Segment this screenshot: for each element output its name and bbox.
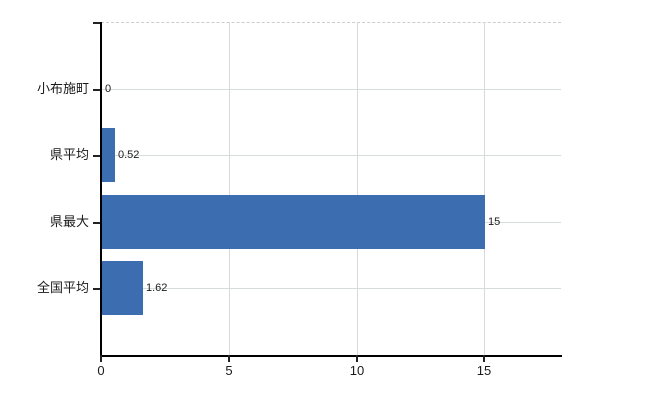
x-axis-tick [483,355,485,362]
x-axis-tick-label: 10 [349,363,365,378]
x-axis-tick-label: 0 [97,363,105,378]
bar-2 [102,195,485,249]
bar-value-label: 0.52 [118,149,140,161]
horizontal-gridline [101,288,561,289]
y-axis-end-tick [93,22,100,24]
vertical-gridline [228,22,230,355]
x-axis-tick-label: 5 [225,363,233,378]
horizontal-gridline [101,89,561,90]
x-axis-tick-label: 15 [476,363,492,378]
x-axis-tick [100,355,102,362]
bar-value-label: 15 [488,216,501,228]
x-axis-tick [356,355,358,362]
category-label: 県最大 [49,214,89,229]
horizontal-gridline [101,155,561,156]
bar-value-label: 0 [105,83,112,95]
y-axis-tick [93,288,100,290]
category-label: 小布施町 [36,81,89,96]
category-label: 全国平均 [36,280,89,295]
bar-value-label: 1.62 [146,282,168,294]
vertical-gridline [356,22,358,355]
vertical-gridline [484,22,486,355]
y-axis-tick [93,89,100,91]
y-axis-tick [93,155,100,157]
plot-area [101,22,561,355]
y-axis-tick [93,222,100,224]
bar-1 [102,128,115,182]
x-axis-line [100,355,562,357]
x-axis-tick [228,355,230,362]
bar-3 [102,261,143,315]
y-axis-line [100,22,102,356]
category-label: 県平均 [49,147,89,162]
